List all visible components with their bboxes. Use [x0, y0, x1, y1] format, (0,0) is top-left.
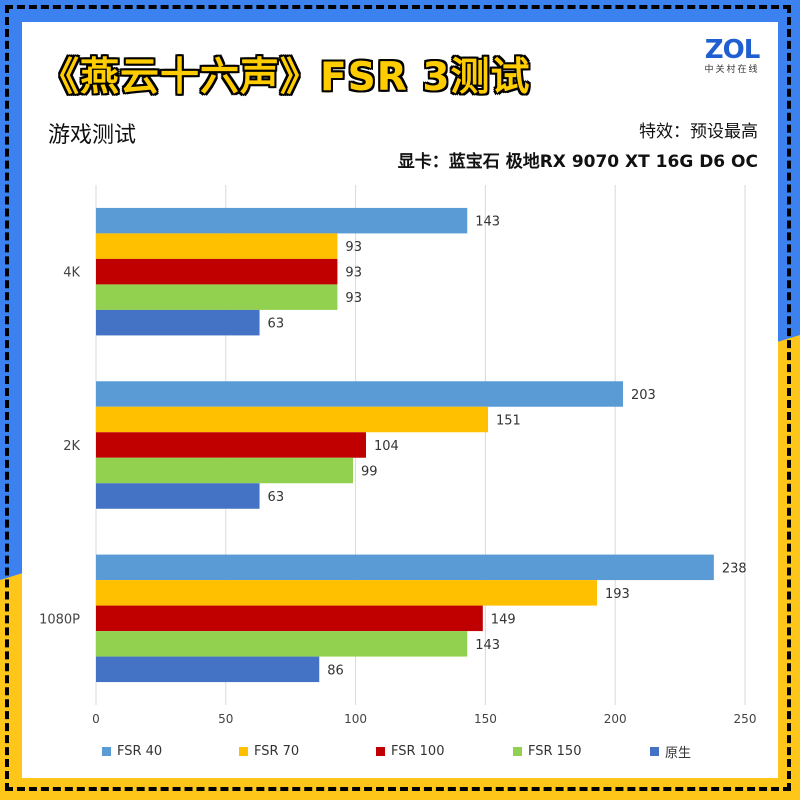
legend-item: FSR 150 — [513, 742, 650, 761]
data-label: 99 — [361, 465, 378, 480]
x-tick-label: 50 — [218, 712, 233, 726]
legend-label: 原生 — [665, 746, 692, 761]
data-label: 238 — [722, 561, 747, 576]
legend-item: 原生 — [650, 742, 787, 761]
bar — [96, 233, 338, 259]
bar — [96, 284, 338, 310]
bar — [96, 580, 598, 606]
x-tick-label: 250 — [734, 712, 757, 726]
legend-label: FSR 150 — [528, 744, 582, 759]
legend-item: FSR 100 — [376, 742, 513, 761]
bar — [96, 207, 468, 234]
zol-logo: ZOL 中关村在线 — [696, 36, 768, 76]
data-label: 193 — [605, 587, 630, 602]
legend-label: FSR 40 — [117, 744, 163, 759]
bar — [96, 483, 260, 509]
category-label: 2K — [63, 439, 80, 454]
data-label: 86 — [327, 663, 344, 678]
x-tick-label: 150 — [474, 712, 497, 726]
data-label: 149 — [491, 612, 516, 627]
data-label: 63 — [268, 317, 285, 332]
bar — [96, 554, 714, 581]
bar — [96, 656, 320, 683]
section-label: 游戏测试 — [48, 123, 137, 148]
chart-legend: FSR 40 FSR 70 FSR 100 FSR 150 原生 — [102, 742, 787, 761]
legend-label: FSR 100 — [391, 744, 445, 759]
legend-swatch — [650, 747, 659, 756]
data-label: 143 — [475, 638, 500, 653]
bar — [96, 457, 354, 484]
logo-text: ZOL — [704, 35, 761, 65]
legend-swatch — [102, 747, 111, 756]
category-label: 1080P — [39, 612, 80, 627]
legend-swatch — [376, 747, 385, 756]
data-label: 203 — [631, 388, 656, 403]
bar — [96, 381, 623, 407]
data-label: 104 — [374, 439, 399, 454]
dashed-border — [5, 5, 791, 791]
data-label: 63 — [268, 490, 285, 505]
legend-item: FSR 40 — [102, 742, 239, 761]
page-title: 《燕云十六声》FSR 3测试 — [40, 55, 531, 100]
bar — [96, 406, 488, 433]
data-label: 93 — [345, 291, 362, 306]
data-label: 93 — [345, 240, 362, 255]
legend-swatch — [239, 747, 248, 756]
data-label: 143 — [475, 215, 500, 230]
settings-label: 特效：预设最高 — [639, 122, 758, 142]
bar — [96, 432, 366, 458]
legend-label: FSR 70 — [254, 744, 300, 759]
legend-swatch — [513, 747, 522, 756]
x-tick-label: 0 — [92, 712, 100, 726]
bar — [96, 309, 260, 336]
bar — [96, 258, 338, 285]
data-label: 151 — [496, 414, 521, 429]
category-label: 4K — [63, 266, 80, 281]
legend-item: FSR 70 — [239, 742, 376, 761]
x-tick-label: 200 — [604, 712, 627, 726]
data-label: 93 — [345, 266, 362, 281]
logo-subtext: 中关村在线 — [704, 65, 760, 75]
bar — [96, 631, 468, 657]
x-tick-label: 100 — [344, 712, 367, 726]
gpu-label: 显卡：蓝宝石 极地RX 9070 XT 16G D6 OC — [397, 152, 758, 172]
bar — [96, 605, 483, 632]
